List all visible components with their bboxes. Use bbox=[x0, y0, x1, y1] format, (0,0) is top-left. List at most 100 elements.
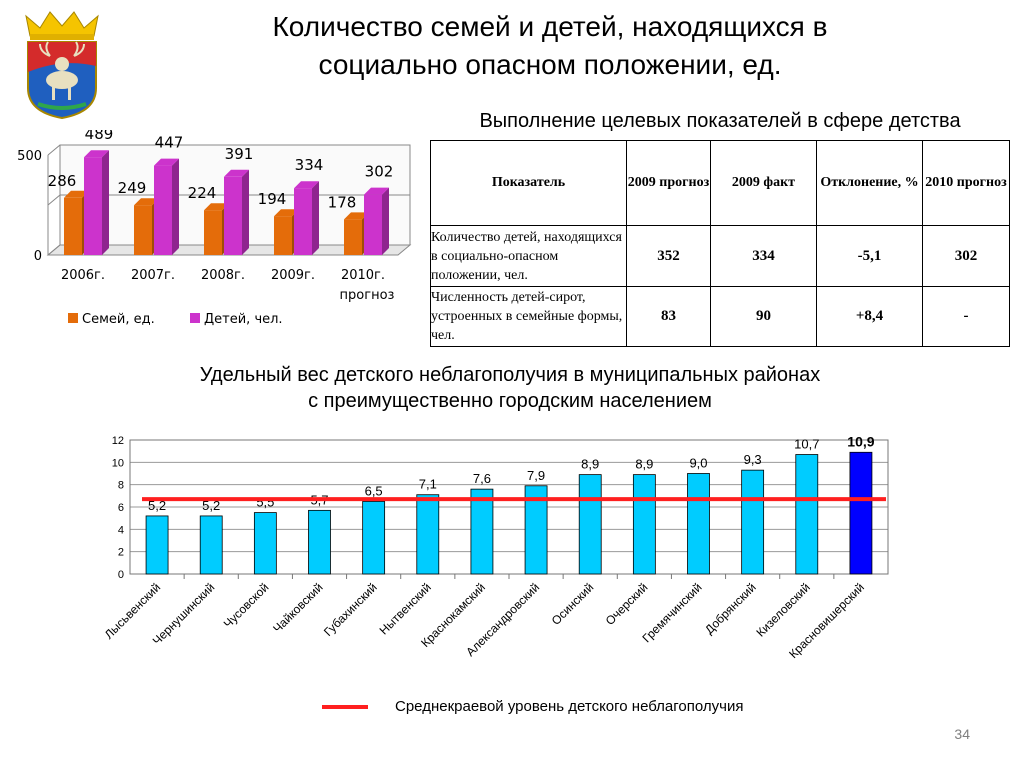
chart-2-x-tick-label: Добрянский bbox=[702, 580, 759, 637]
chart-1-x-tick-label: прогноз bbox=[340, 288, 395, 303]
chart-1-bar-top bbox=[224, 169, 249, 177]
chart-2-data-label: 10,9 bbox=[847, 433, 874, 449]
chart-2-data-label: 10,7 bbox=[794, 437, 819, 452]
chart-1-bar-top bbox=[294, 181, 319, 189]
chart-1-bar-side bbox=[382, 187, 389, 255]
table-header-cell: 2009 прогноз bbox=[626, 140, 711, 226]
district-bar-chart: 0246810125,2Лысьвенский5,2Чернушинский5,… bbox=[102, 433, 889, 661]
page-title: Количество семей и детей, находящихся в … bbox=[150, 8, 950, 84]
chart-1-y-tick-label: 500 bbox=[17, 149, 42, 164]
chart-2-data-label: 7,9 bbox=[527, 468, 545, 483]
chart-1-bar-side bbox=[172, 158, 179, 255]
table-header-cell: Отклонение, % bbox=[816, 140, 923, 226]
chart-1-data-label: 224 bbox=[188, 184, 217, 202]
chart-1-bar-top bbox=[154, 158, 179, 166]
chart-1-bar bbox=[274, 216, 292, 255]
chart-1-data-label: 447 bbox=[155, 134, 184, 152]
chart-1-data-label: 489 bbox=[85, 130, 114, 143]
chart-1-bar bbox=[294, 188, 312, 255]
chart-2-data-label: 9,0 bbox=[689, 456, 707, 471]
chart-1-bar-top bbox=[64, 190, 89, 198]
chart-2-data-label: 8,9 bbox=[635, 457, 653, 472]
chart-2-x-tick-label: Чусовской bbox=[221, 580, 272, 631]
chart-2-x-tick-label: Нытвенский bbox=[377, 580, 434, 637]
chart-2-title: Удельный вес детского неблагополучия в м… bbox=[60, 362, 960, 414]
chart-2-bar bbox=[362, 501, 386, 575]
chart-2-x-tick-label: Осинский bbox=[549, 580, 597, 628]
table-cell: 83 bbox=[626, 286, 711, 347]
page-title-line-2: социально опасном положении, ед. bbox=[318, 49, 782, 80]
chart-2-bar bbox=[524, 485, 548, 575]
chart-2-y-tick-label: 2 bbox=[118, 547, 124, 559]
chart-2-data-label: 5,5 bbox=[256, 495, 274, 510]
chart-1-data-label: 334 bbox=[295, 156, 324, 174]
chart-1-data-label: 249 bbox=[118, 179, 147, 197]
chart-1-y-tick-label: 0 bbox=[34, 249, 42, 264]
chart-2-bar bbox=[632, 474, 656, 575]
chart-1-x-tick-label: 2008г. bbox=[201, 268, 245, 283]
chart-2-y-tick-label: 8 bbox=[118, 480, 124, 492]
chart-1-bar bbox=[134, 205, 152, 255]
table-header-cell: Показатель bbox=[430, 140, 627, 226]
table-row: Численность детей-сирот, устроенных в се… bbox=[430, 286, 1010, 347]
table-row: Количество детей, находящихся в социальн… bbox=[430, 225, 1010, 287]
chart-1-bar-top bbox=[84, 150, 109, 158]
chart-2-x-tick-label: Чайковский bbox=[270, 580, 325, 635]
chart-2-bar bbox=[849, 451, 873, 575]
chart-1-data-label: 391 bbox=[225, 145, 254, 163]
chart-2-bar bbox=[253, 512, 277, 575]
chart-2-x-tick-label: Очерский bbox=[603, 580, 651, 628]
chart-2-data-label: 5,2 bbox=[148, 498, 166, 513]
chart-2-bar bbox=[145, 515, 169, 575]
chart-2-bar bbox=[199, 515, 223, 575]
chart-2-y-tick-label: 4 bbox=[118, 524, 124, 536]
families-children-bar-chart: 0 500 286 489 2006г. 249 447 2007г. 224 391 2008г.… bbox=[17, 130, 412, 327]
table-header-cell: 2010 прогноз bbox=[922, 140, 1010, 226]
chart-2-x-tick-label: Губахинский bbox=[321, 580, 380, 639]
table-cell: -5,1 bbox=[816, 225, 923, 287]
chart-1-bar-top bbox=[344, 212, 369, 220]
crown-icon bbox=[25, 11, 99, 40]
chart-2-data-label: 7,6 bbox=[473, 471, 491, 486]
chart-1-x-tick-label: 2006г. bbox=[61, 268, 105, 283]
chart-2-bar bbox=[416, 494, 440, 575]
chart-2-title-line-2: с преимущественно городским населением bbox=[308, 390, 712, 412]
chart-2-bar bbox=[795, 454, 819, 575]
chart-1-bar-top bbox=[364, 187, 389, 195]
chart-2-data-label: 7,1 bbox=[419, 477, 437, 492]
coat-of-arms-logo bbox=[25, 11, 99, 120]
chart-1-bar bbox=[84, 157, 102, 255]
table-cell: 334 bbox=[710, 225, 817, 287]
table-row-label: Численность детей-сирот, устроенных в се… bbox=[430, 286, 627, 347]
table-row-label: Количество детей, находящихся в социальн… bbox=[430, 225, 627, 287]
table-cell: 302 bbox=[922, 225, 1010, 287]
table-cell: 90 bbox=[710, 286, 817, 347]
chart-1-bar bbox=[224, 176, 242, 255]
chart-1-data-label: 286 bbox=[48, 172, 77, 190]
chart-1-bar-side bbox=[312, 181, 319, 255]
chart-1-legend-swatch bbox=[68, 313, 78, 323]
chart-2-bar bbox=[741, 469, 765, 575]
table-header-row: Показатель 2009 прогноз 2009 факт Отклон… bbox=[430, 140, 1010, 226]
chart-1-x-tick-label: 2010г. bbox=[341, 268, 385, 283]
chart-2-x-tick-label: Кизеловский bbox=[753, 580, 812, 639]
chart-2-data-label: 6,5 bbox=[365, 483, 383, 498]
table-cell: +8,4 bbox=[816, 286, 923, 347]
table-title: Выполнение целевых показателей в сфере д… bbox=[479, 110, 961, 132]
average-line-legend-label: Среднекраевой уровень детского неблагопо… bbox=[395, 698, 744, 715]
chart-1-x-tick-label: 2007г. bbox=[131, 268, 175, 283]
table-header-cell: 2009 факт bbox=[710, 140, 817, 226]
chart-1-x-tick-label: 2009г. bbox=[271, 268, 315, 283]
chart-1-bar-top bbox=[274, 209, 299, 217]
chart-2-y-tick-label: 12 bbox=[112, 435, 124, 447]
chart-1-legend-swatch bbox=[190, 313, 200, 323]
chart-1-legend-label: Детей, чел. bbox=[204, 312, 283, 327]
page-title-line-1: Количество семей и детей, находящихся в bbox=[272, 11, 828, 42]
chart-2-bar bbox=[687, 473, 710, 575]
chart-1-legend-label: Семей, ед. bbox=[82, 312, 155, 327]
chart-2-y-tick-label: 6 bbox=[118, 502, 124, 514]
indicators-table: Показатель 2009 прогноз 2009 факт Отклон… bbox=[430, 140, 1010, 347]
chart-2-y-tick-label: 10 bbox=[112, 457, 124, 469]
chart-1-bar-side bbox=[242, 169, 249, 255]
chart-2-title-line-1: Удельный вес детского неблагополучия в м… bbox=[199, 364, 821, 386]
